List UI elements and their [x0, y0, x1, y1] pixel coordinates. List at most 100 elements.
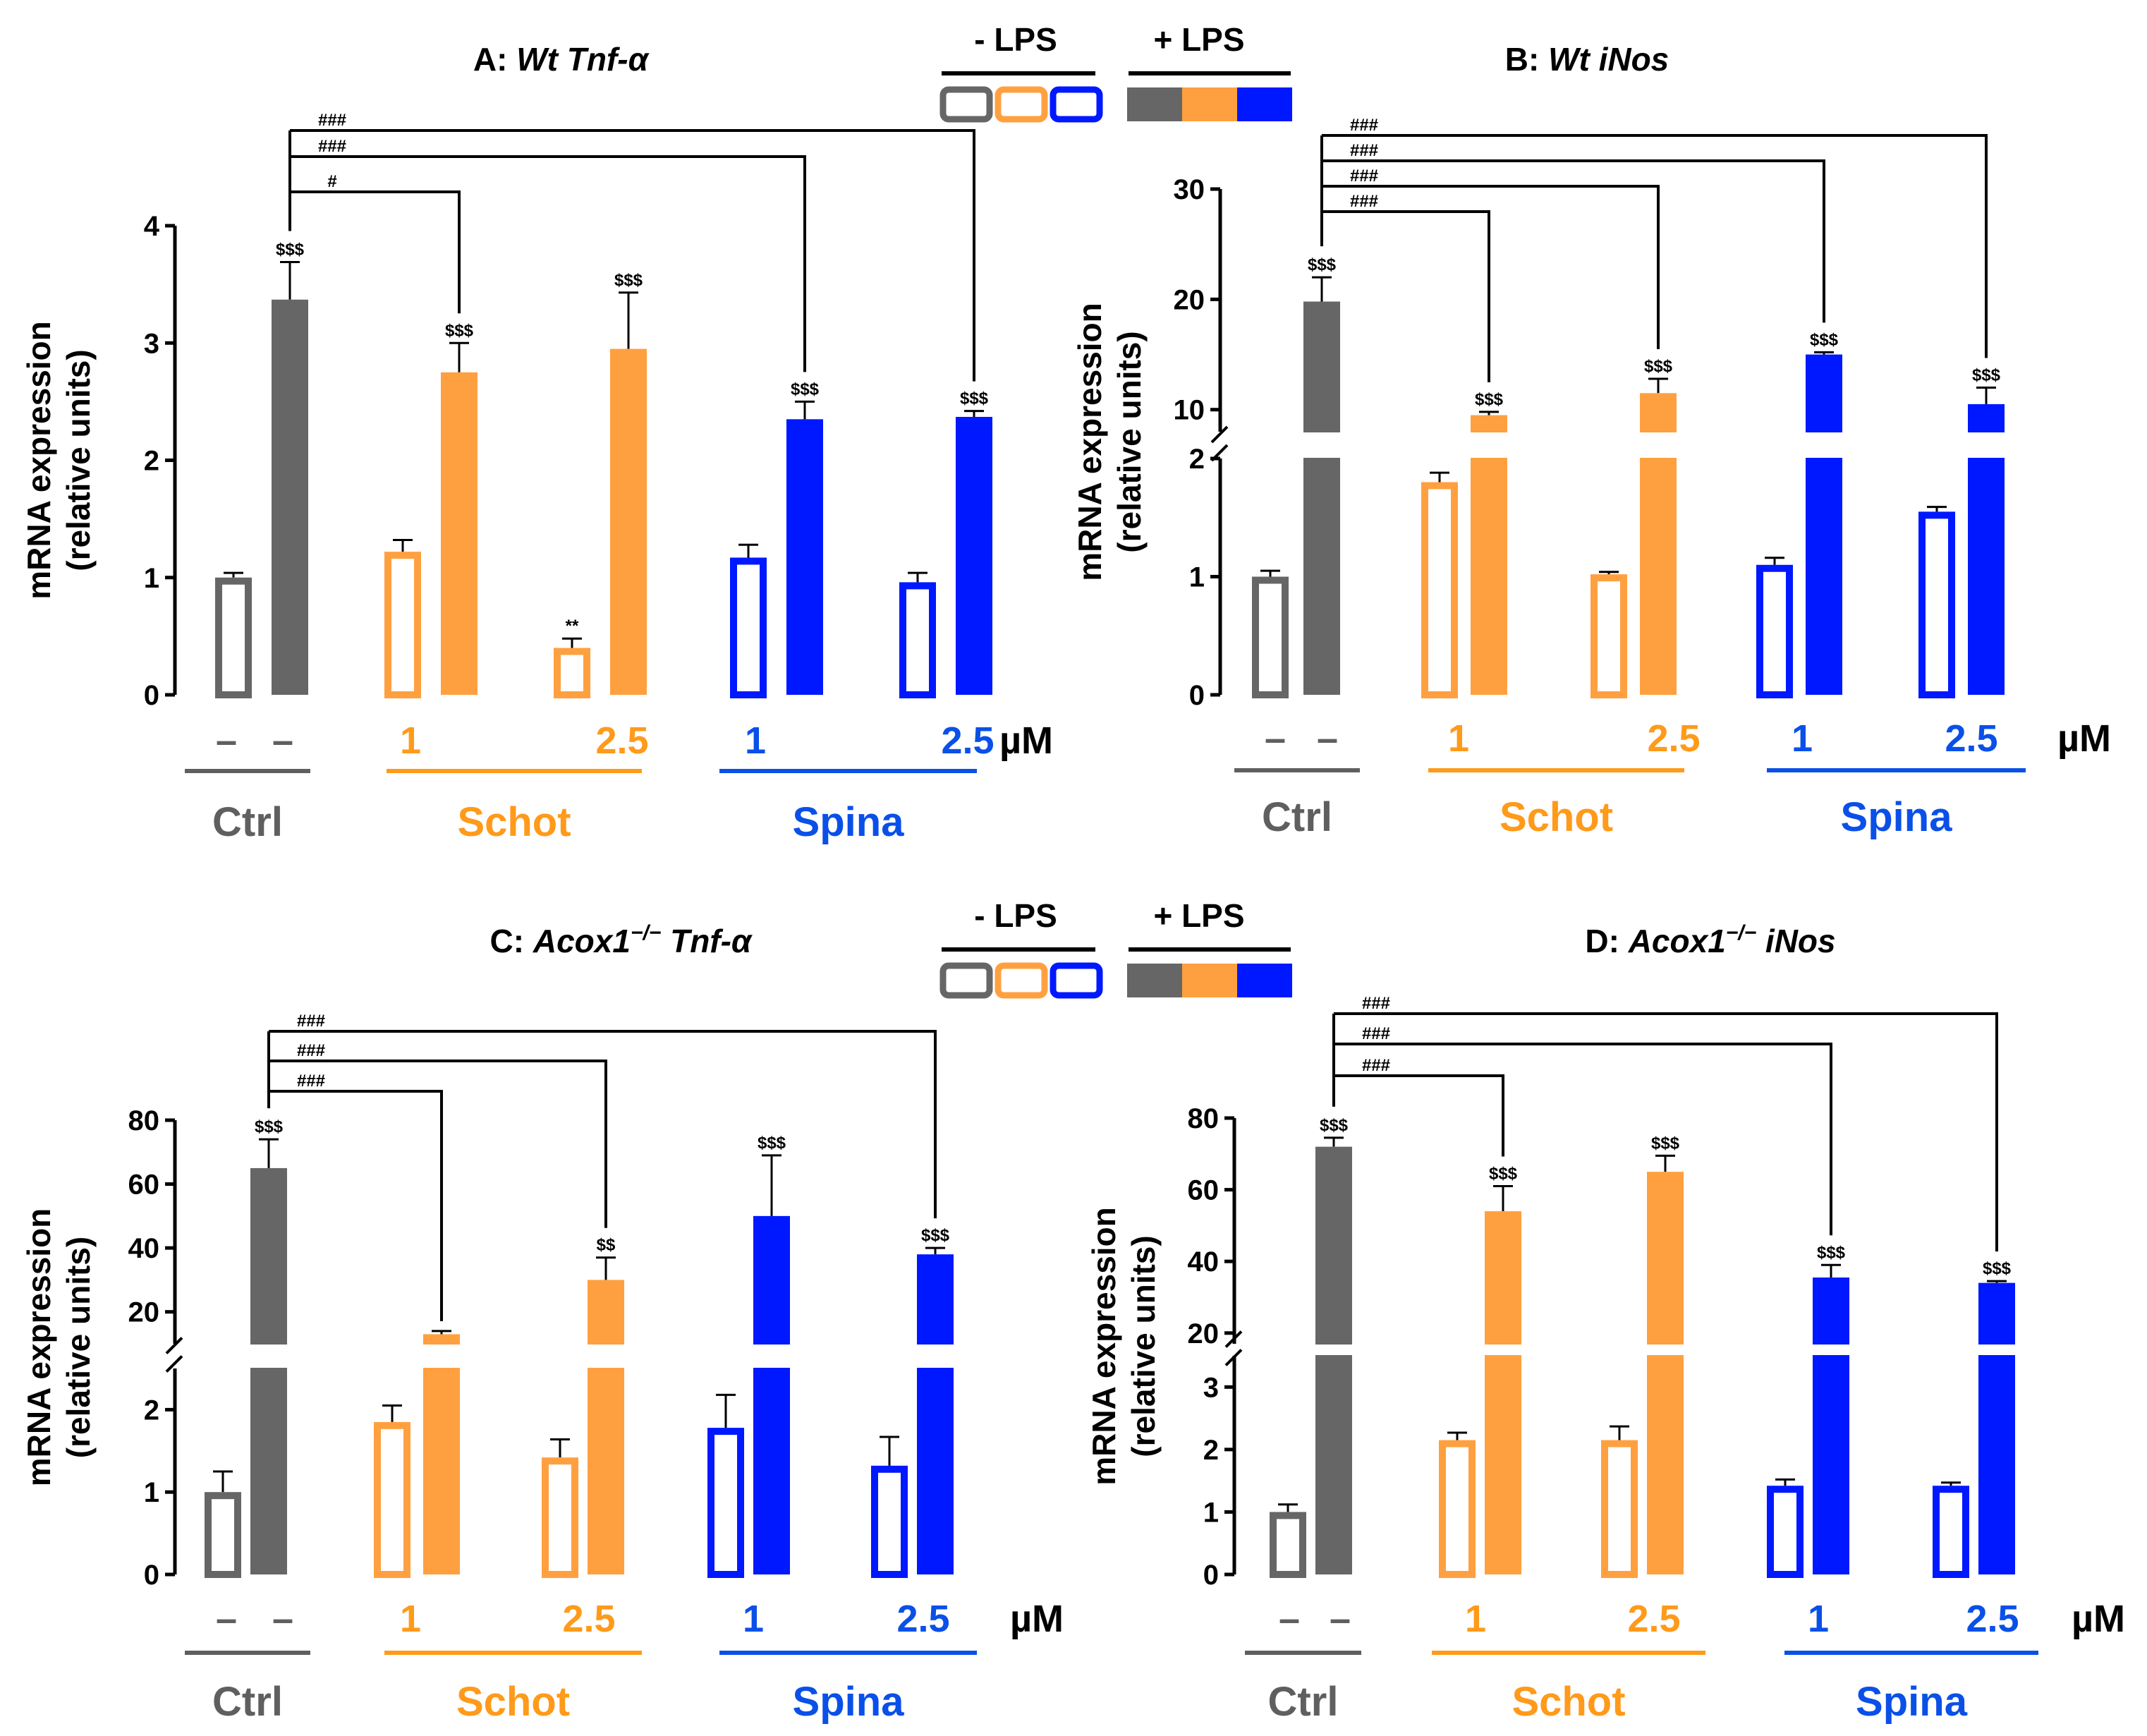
comparison-label: #	[327, 172, 336, 191]
dose-label: 2.5	[1966, 1598, 2019, 1640]
comparison-bracket	[1334, 1074, 1504, 1157]
dose-label: 1	[1792, 717, 1813, 760]
comparison-label: ###	[318, 111, 346, 130]
y-axis-label: mRNA expression	[20, 321, 57, 600]
bar	[753, 1215, 790, 1574]
y-tick-label: 1	[1203, 1497, 1219, 1528]
dose-label: –	[272, 1598, 293, 1640]
legend-swatch-schot-open	[995, 962, 1048, 999]
bar-significance-label: $$$	[1972, 365, 2001, 384]
comparison-bracket	[1322, 159, 1825, 323]
dose-label: 1	[400, 1598, 421, 1640]
y-axis-label: mRNA expression	[20, 1208, 57, 1487]
dose-label: 1	[1808, 1598, 1829, 1640]
bar	[272, 299, 308, 695]
y-tick-label: 40	[1188, 1246, 1220, 1277]
bar	[1439, 1440, 1476, 1578]
bar-break-gap	[1966, 432, 2006, 458]
y-tick-label: 1	[144, 1477, 159, 1508]
legend-swatch-schot-filled	[1182, 87, 1237, 121]
comparison-bracket	[269, 1030, 937, 1219]
bar	[1270, 1512, 1306, 1578]
bar	[917, 1254, 954, 1574]
bar-break-gap	[1302, 432, 1342, 458]
legend-plus-lps: + LPS	[1153, 21, 1244, 58]
bar-significance-label: $$$	[791, 380, 820, 399]
legend-plus-lps: + LPS	[1153, 897, 1244, 934]
bar-significance-label: $$$	[1983, 1259, 2012, 1278]
y-tick-label: 80	[128, 1105, 160, 1136]
bar	[1767, 1486, 1804, 1578]
dose-label: 2.5	[562, 1598, 615, 1640]
bar-significance-label: $$$	[960, 389, 989, 408]
group-label: Schot	[457, 799, 571, 845]
y-tick-label: 30	[1174, 174, 1205, 205]
y-tick-label: 0	[144, 680, 159, 711]
comparison-label: ###	[1350, 166, 1378, 186]
legend-swatch-ctrl-filled	[1127, 87, 1182, 121]
bar-significance-label: $$$	[445, 321, 474, 340]
bar	[1756, 564, 1793, 698]
y-axis-label: mRNA expression	[1071, 303, 1108, 581]
legend: - LPS + LPS	[939, 21, 1292, 123]
dose-label: 2.5	[1627, 1598, 1680, 1640]
bar-significance-label: $$$	[1644, 357, 1673, 376]
group-label: Schot	[1512, 1679, 1625, 1725]
chart-title: D: Acox1−/− iNos	[1585, 921, 1835, 959]
y-tick-label: 2	[1189, 444, 1205, 475]
dose-label: 1	[743, 1598, 764, 1640]
y-tick-label: 10	[1174, 395, 1205, 426]
bar-significance-label: $$$	[758, 1134, 786, 1153]
dose-label: –	[1265, 717, 1286, 760]
legend-swatch-spina-open	[1050, 86, 1103, 123]
bar-break-gap	[752, 1345, 791, 1368]
y-tick-label: 40	[128, 1233, 160, 1264]
legend-minus-lps: - LPS	[974, 897, 1057, 934]
dose-label: 2.5	[595, 720, 648, 762]
dose-label: 2.5	[896, 1598, 949, 1640]
comparison-bracket	[290, 190, 461, 314]
dose-label: 2.5	[1945, 717, 1997, 760]
bar-significance-label: $$$	[1308, 255, 1337, 274]
group-label: Spina	[1841, 794, 1953, 840]
bar	[1252, 576, 1289, 698]
y-tick-label: 4	[144, 211, 160, 242]
dose-label: 2.5	[1647, 717, 1700, 760]
comparison-label: ###	[1362, 994, 1390, 1013]
dose-label: 2.5	[941, 720, 994, 762]
bar	[1591, 574, 1627, 699]
y-tick-label: 20	[128, 1297, 160, 1328]
y-tick-label: 0	[144, 1560, 159, 1591]
comparison-label: ###	[1350, 141, 1378, 160]
bar	[554, 648, 590, 698]
comparison-bracket	[269, 1060, 607, 1228]
panel-d: D: Acox1−/− iNos mRNA expression (relative…	[1085, 921, 2125, 1725]
y-axis-label-units: (relative units)	[1111, 331, 1148, 552]
bar-significance-label: $$$	[1817, 1243, 1846, 1262]
bar	[374, 1421, 410, 1579]
legend-swatch-ctrl-open	[939, 86, 993, 123]
bar-break-gap	[916, 1345, 955, 1368]
bar-break-gap	[422, 1345, 461, 1368]
dose-unit: µM	[999, 720, 1053, 762]
bar	[1647, 1172, 1684, 1574]
y-tick-label: 3	[144, 328, 159, 359]
bar	[707, 1428, 744, 1578]
y-axis-label-units: (relative units)	[1125, 1235, 1162, 1457]
bar-break-gap	[1638, 432, 1678, 458]
bar-break-gap	[1483, 1345, 1523, 1355]
bar	[899, 582, 936, 699]
bar-significance-label: $$$	[614, 271, 643, 290]
bar	[384, 552, 421, 698]
bar-significance-label: $$$	[921, 1226, 950, 1245]
chart-title: A: Wt Tnf-α	[473, 41, 650, 78]
dose-label: 1	[745, 720, 766, 762]
y-tick-label: 3	[1203, 1372, 1219, 1403]
bar	[730, 557, 767, 698]
group-label: Ctrl	[1262, 794, 1332, 840]
legend-swatch-ctrl-open	[939, 962, 993, 999]
y-tick-label: 0	[1203, 1560, 1219, 1591]
comparison-label: ###	[297, 1012, 325, 1031]
